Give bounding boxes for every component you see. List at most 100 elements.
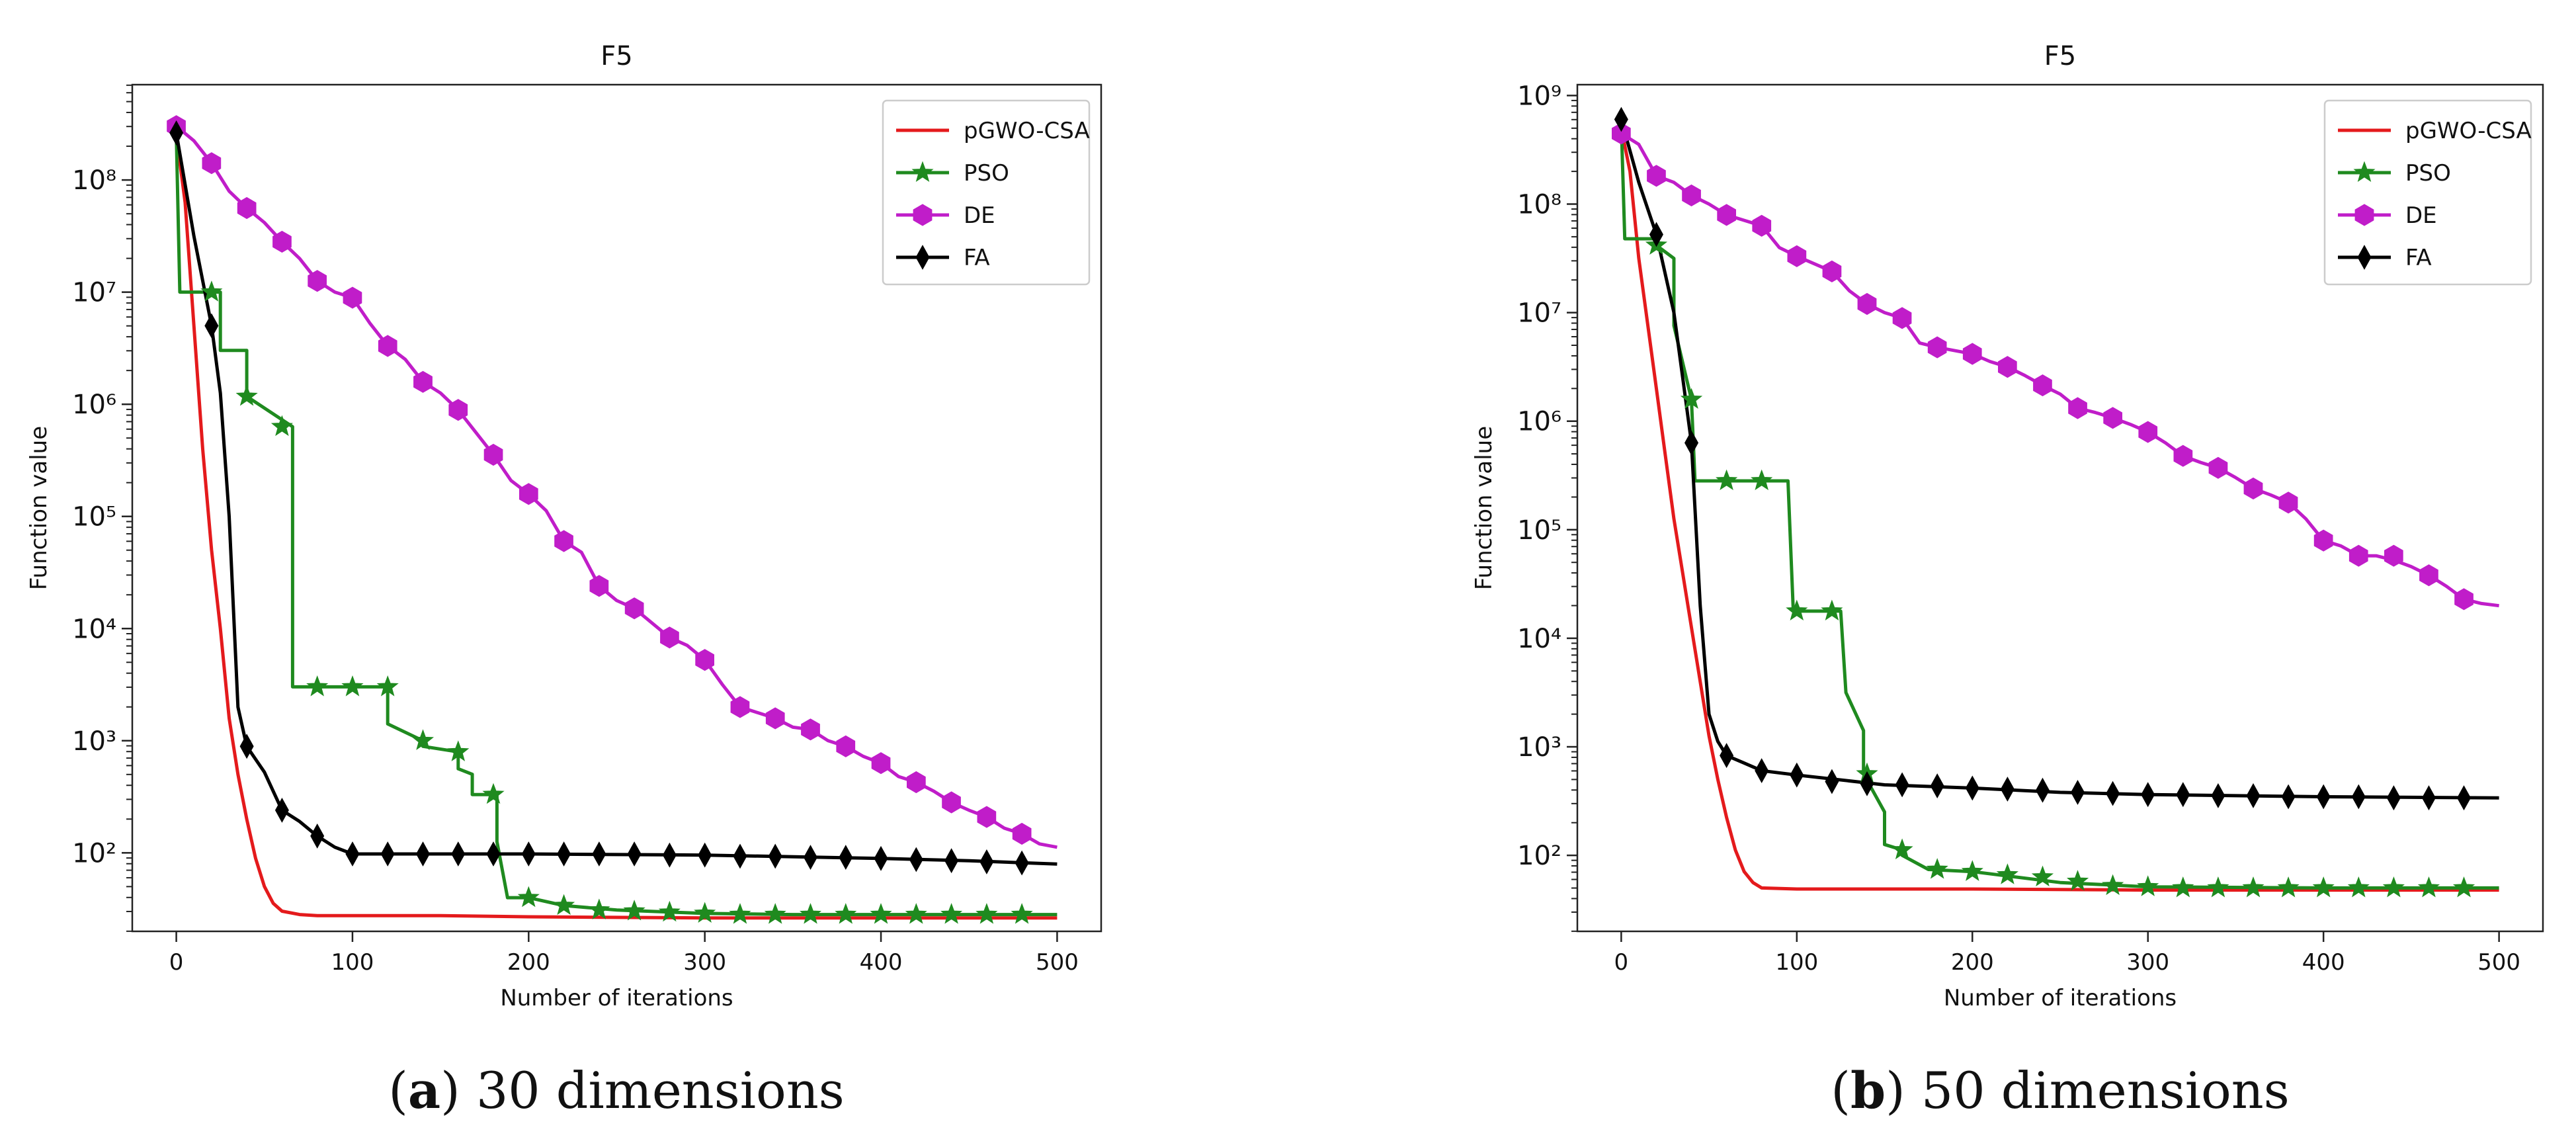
data-point-pso — [1961, 860, 1983, 881]
y-tick-label: 10² — [72, 838, 116, 869]
data-point-de — [1892, 307, 1912, 329]
x-tick-label: 100 — [331, 949, 374, 976]
data-point-de — [624, 597, 644, 620]
data-point-fa — [486, 841, 501, 867]
data-point-pso — [341, 675, 364, 697]
data-point-de — [942, 791, 961, 814]
data-point-pso — [976, 903, 998, 924]
plot-frame — [131, 83, 1102, 933]
y-tick-label: 10⁸ — [1517, 190, 1561, 220]
y-tick-label: 10⁹ — [1517, 81, 1561, 111]
caption-text: 50 dimensions — [1921, 1061, 2290, 1120]
legend-marker-de — [913, 204, 933, 226]
data-point-pso — [235, 384, 258, 406]
data-point-de — [1927, 336, 1947, 359]
data-point-de — [2103, 407, 2122, 429]
x-tick-label: 100 — [1775, 949, 1818, 976]
data-point-de — [2208, 456, 2228, 479]
chart-title: F5 — [2044, 41, 2076, 71]
plot-area — [167, 115, 1058, 924]
data-point-de — [765, 707, 785, 730]
y-tick-label: 10⁴ — [72, 614, 116, 644]
legend-box — [2323, 99, 2532, 286]
y-tick-label: 10⁶ — [72, 390, 116, 420]
data-point-fa — [627, 841, 642, 867]
data-point-fa — [1684, 430, 1699, 456]
data-point-pso — [2417, 876, 2440, 898]
data-point-de — [2068, 397, 2087, 419]
data-point-fa — [944, 848, 959, 874]
data-point-pso — [553, 894, 575, 915]
data-point-de — [413, 370, 433, 393]
caption-open-paren: ( — [388, 1061, 408, 1120]
x-tick-label: 300 — [683, 949, 726, 976]
data-point-fa — [345, 841, 360, 867]
legend: pGWO-CSA PSO DE FA — [882, 99, 1091, 286]
data-point-de — [589, 575, 609, 597]
legend-marker-de — [2354, 204, 2374, 226]
data-point-de — [2138, 421, 2158, 443]
data-point-pso — [270, 415, 293, 437]
legend-label-fa: FA — [964, 245, 990, 271]
data-point-de — [907, 771, 926, 794]
data-point-pso — [658, 900, 681, 922]
data-point-de — [1012, 822, 1032, 845]
data-point-de — [2419, 564, 2438, 587]
data-point-pso — [764, 903, 786, 924]
panel-a: F5 10² 10³ 10⁴ 10⁵ 10⁶ 10⁷ 10⁸ 0 100 200 300 400 500 N… — [26, 41, 1102, 1120]
data-point-fa — [451, 841, 466, 867]
data-point-de — [1647, 165, 1666, 187]
data-point-de — [1682, 184, 1701, 206]
data-point-pso — [447, 740, 470, 761]
y-tick-label: 10⁵ — [72, 502, 116, 532]
data-point-pso — [1821, 599, 1843, 620]
data-point-fa — [2246, 783, 2261, 808]
panel-b: F5 10² 10³ 10⁴ 10⁵ 10⁶ 10⁷ 10⁸ 10⁹ 0 100 200 300 400 5… — [1471, 41, 2544, 1120]
data-point-de — [308, 270, 327, 292]
x-tick-label: 0 — [1614, 949, 1629, 976]
data-point-pso — [835, 903, 857, 924]
data-point-de — [2384, 544, 2403, 567]
data-point-fa — [1015, 850, 1029, 876]
data-point-pso — [2277, 876, 2300, 898]
caption: (a) 30 dimensions — [388, 1061, 845, 1120]
data-point-fa — [2211, 783, 2225, 808]
data-point-pso — [2312, 876, 2335, 898]
data-point-de — [977, 806, 997, 828]
data-point-fa — [310, 823, 325, 849]
data-point-pso — [729, 903, 751, 924]
data-point-de — [801, 718, 820, 741]
caption-close-paren: ) — [440, 1061, 476, 1120]
data-point-fa — [274, 797, 289, 823]
data-point-de — [343, 286, 362, 309]
data-point-pso — [1751, 469, 1773, 491]
caption-letter: b — [1850, 1061, 1886, 1120]
data-point-pso — [588, 898, 610, 919]
data-point-fa — [2000, 777, 2015, 802]
data-point-pso — [306, 675, 329, 697]
data-point-de — [202, 152, 222, 175]
data-point-de — [1612, 122, 1631, 145]
data-point-fa — [239, 734, 254, 759]
y-tick-label: 10² — [1517, 841, 1561, 871]
caption: (b) 50 dimensions — [1831, 1061, 2289, 1120]
data-point-fa — [1614, 106, 1628, 132]
data-point-de — [2313, 529, 2333, 552]
caption-text: 30 dimensions — [476, 1061, 845, 1120]
y-minor-ticks — [1571, 99, 1577, 932]
data-point-fa — [1860, 771, 1874, 796]
y-tick-label: 10⁵ — [1517, 515, 1561, 546]
data-point-fa — [733, 843, 747, 869]
data-point-fa — [1825, 769, 1839, 794]
legend-label-pgwo-csa: pGWO-CSA — [964, 118, 1090, 144]
x-tick-label: 200 — [507, 949, 550, 976]
data-point-fa — [592, 841, 606, 867]
data-point-fa — [2071, 779, 2085, 805]
data-point-fa — [698, 842, 712, 868]
legend-marker-pso — [911, 161, 934, 183]
data-point-de — [237, 196, 257, 220]
data-point-fa — [979, 849, 994, 874]
data-point-de — [1787, 245, 1807, 267]
data-point-de — [2278, 491, 2298, 514]
